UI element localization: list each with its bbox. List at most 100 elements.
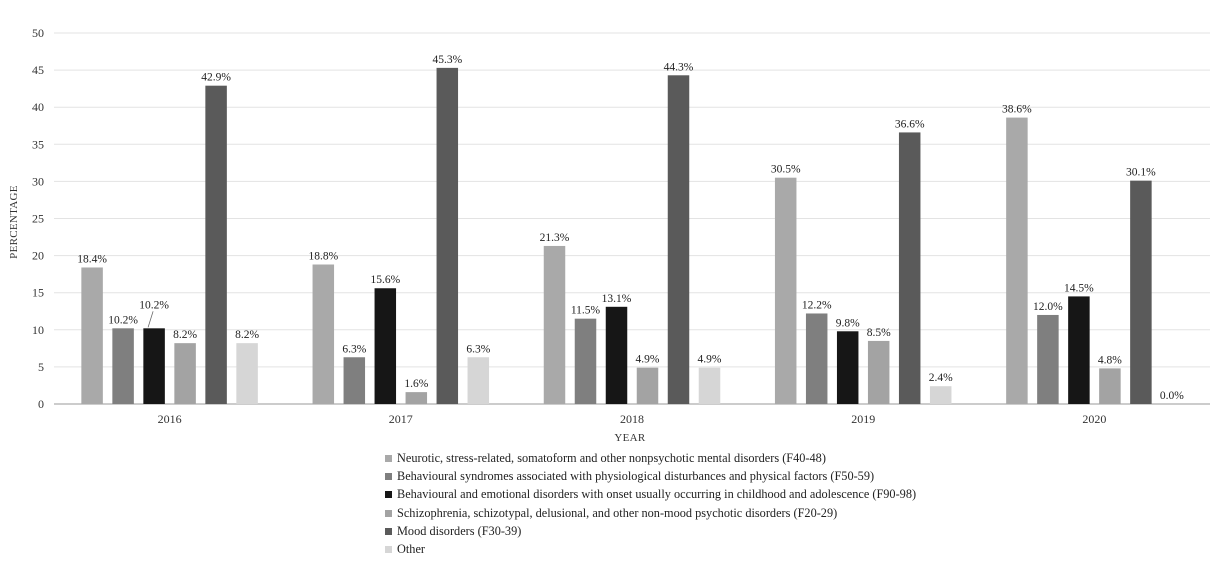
legend-label: Behavioural and emotional disorders with…	[397, 487, 917, 502]
data-label: 1.6%	[404, 378, 428, 390]
legend-label: Behavioural syndromes associated with ph…	[397, 468, 875, 483]
data-label: 30.5%	[771, 164, 801, 176]
y-tick-label: 40	[32, 100, 44, 114]
bar	[81, 267, 103, 404]
x-axis-title: YEAR	[614, 432, 646, 444]
data-label: 2.4%	[929, 372, 953, 384]
bar	[467, 357, 490, 404]
data-label: 15.6%	[370, 274, 400, 286]
label-leader-line	[147, 311, 154, 328]
data-label: 42.9%	[201, 72, 231, 84]
data-label: 10.2%	[139, 299, 169, 311]
bar	[698, 367, 721, 404]
legend-item: Other	[385, 540, 916, 558]
bar	[898, 132, 921, 405]
legend-swatch	[385, 491, 392, 499]
bar	[112, 328, 134, 404]
bar	[343, 357, 366, 404]
y-tick-label: 10	[32, 323, 44, 337]
legend-item: Behavioural syndromes associated with ph…	[385, 467, 916, 485]
y-tick-label: 50	[32, 26, 44, 40]
bar	[867, 340, 890, 404]
y-tick-label: 25	[32, 212, 44, 226]
bar	[205, 85, 227, 404]
bar	[174, 343, 196, 404]
bar	[436, 67, 459, 405]
legend-swatch	[385, 454, 392, 462]
data-label: 0.0%	[1160, 390, 1184, 402]
y-tick-label: 45	[32, 63, 44, 77]
bar	[405, 392, 428, 404]
bar	[543, 245, 566, 404]
gridlines	[54, 32, 1210, 405]
data-label: 12.0%	[1033, 301, 1063, 313]
data-label: 38.6%	[1002, 104, 1032, 116]
bar	[312, 264, 335, 404]
data-label: 8.5%	[867, 327, 891, 339]
data-label: 12.2%	[802, 299, 832, 311]
bar	[374, 288, 397, 404]
x-tick-label: 2016	[158, 412, 182, 426]
data-label: 13.1%	[602, 293, 632, 305]
bar	[1099, 368, 1121, 404]
bars	[81, 67, 1152, 405]
data-label: 45.3%	[432, 54, 462, 66]
legend-label: Other	[397, 542, 425, 557]
data-label: 30.1%	[1126, 167, 1156, 179]
legend-label: Neurotic, stress-related, somatoform and…	[397, 450, 826, 465]
bar	[1130, 180, 1152, 404]
data-label: 44.3%	[664, 61, 694, 73]
data-label: 6.3%	[342, 343, 366, 355]
legend-swatch	[385, 527, 392, 535]
x-tick-label: 2020	[1082, 412, 1106, 426]
y-tick-label: 5	[38, 360, 44, 374]
legend-item: Neurotic, stress-related, somatoform and…	[385, 449, 916, 467]
legend-swatch	[385, 509, 392, 517]
data-label: 14.5%	[1064, 282, 1094, 294]
bar	[574, 318, 597, 404]
y-tick-label: 15	[32, 286, 44, 300]
legend: Neurotic, stress-related, somatoform and…	[385, 449, 916, 559]
data-label: 18.4%	[77, 253, 107, 265]
legend-item: Schizophrenia, schizotypal, delusional, …	[385, 504, 916, 522]
data-label: 9.8%	[836, 317, 860, 329]
data-label: 8.2%	[235, 329, 259, 341]
data-label: 18.8%	[308, 251, 338, 263]
bar	[774, 177, 797, 404]
y-tick-label: 0	[38, 397, 44, 411]
x-tick-label: 2017	[389, 412, 413, 426]
bar	[667, 75, 690, 404]
bar	[236, 343, 258, 404]
x-tick-label: 2019	[851, 412, 875, 426]
data-label: 8.2%	[173, 329, 197, 341]
y-axis-ticks: 0 5 10 15 20 25 30 35 40 45 50	[32, 26, 44, 411]
y-tick-label: 35	[32, 137, 44, 151]
x-axis-ticks: 2016 2017 2018 2019 2020	[158, 412, 1107, 426]
bar	[836, 331, 859, 404]
data-label: 11.5%	[571, 305, 601, 317]
legend-swatch	[385, 472, 392, 480]
y-tick-label: 30	[32, 174, 44, 188]
y-axis-title: PERCENTAGE	[8, 185, 20, 259]
data-labels: 18.4% 10.2%10.2% 8.2% 42.9% 8.2% 18.8% 6.3% 15.…	[77, 54, 1184, 402]
data-label: 36.6%	[895, 118, 925, 130]
data-label: 10.2%	[108, 314, 138, 326]
legend-item: Mood disorders (F30-39)	[385, 522, 916, 540]
bar	[1037, 314, 1059, 404]
bar	[143, 328, 165, 404]
data-label: 21.3%	[540, 232, 570, 244]
data-label: 6.3%	[466, 343, 490, 355]
legend-label: Schizophrenia, schizotypal, delusional, …	[397, 505, 838, 520]
y-tick-label: 20	[32, 249, 44, 263]
legend-item: Behavioural and emotional disorders with…	[385, 486, 916, 504]
data-label: 4.9%	[636, 354, 660, 366]
x-tick-label: 2018	[620, 412, 644, 426]
bar	[605, 306, 628, 404]
legend-label: Mood disorders (F30-39)	[397, 523, 522, 538]
bar	[1006, 117, 1028, 404]
bar	[805, 313, 828, 404]
bar	[929, 386, 952, 404]
legend-swatch	[385, 546, 392, 554]
data-label: 4.9%	[698, 354, 722, 366]
